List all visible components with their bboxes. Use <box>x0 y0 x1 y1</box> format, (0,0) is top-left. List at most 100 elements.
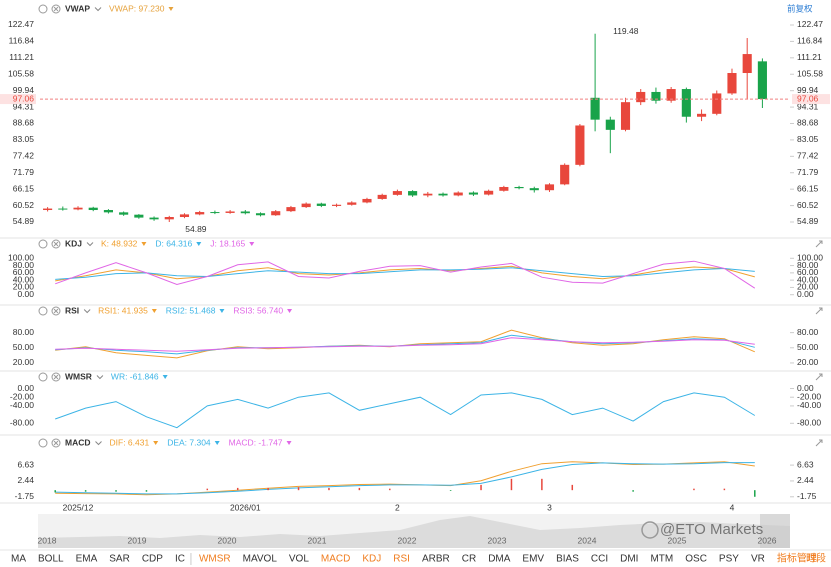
y-tick-label-right: 77.42 <box>797 151 819 161</box>
candle-body <box>423 193 433 196</box>
toolbar-item[interactable]: CR <box>462 554 476 565</box>
histogram-bar <box>632 490 634 492</box>
settings-icon[interactable] <box>38 372 48 382</box>
y-tick-label-right: 88.68 <box>797 118 819 128</box>
close-icon[interactable] <box>51 4 61 14</box>
y-tick-label-right: 54.89 <box>797 216 819 226</box>
toolbar-item[interactable]: SAR <box>109 554 130 565</box>
settings-icon[interactable] <box>38 438 48 448</box>
candle-body <box>605 119 615 130</box>
toolbar-item[interactable]: BIAS <box>556 554 579 565</box>
dropdown-arrow <box>83 309 91 314</box>
toolbar-item[interactable]: IC <box>175 554 185 565</box>
toolbar-item[interactable]: RSI <box>393 554 410 565</box>
y-tick-label-right: 0.00 <box>797 383 814 393</box>
navigator-year: 2022 <box>398 535 417 545</box>
close-icon[interactable] <box>51 306 61 316</box>
y-tick-label-right: 80.00 <box>797 327 819 337</box>
toolbar-item[interactable]: MA <box>11 554 26 565</box>
expand-icon[interactable] <box>815 240 823 248</box>
legend-item: J: 18.165 <box>210 238 245 248</box>
candle-body <box>408 191 418 196</box>
close-icon[interactable] <box>51 372 61 382</box>
expand-icon[interactable] <box>815 439 823 447</box>
indicator-line <box>55 462 755 495</box>
expand-icon[interactable] <box>815 373 823 381</box>
histogram-bar <box>723 488 726 491</box>
toolbar-item[interactable]: MACD <box>321 554 350 565</box>
navigator-window[interactable] <box>760 514 790 548</box>
candle-body <box>271 211 281 216</box>
settings-icon[interactable] <box>38 4 48 14</box>
candle-body <box>88 207 98 211</box>
y-tick-label-left: 94.31 <box>13 101 35 111</box>
close-icon[interactable] <box>51 239 61 249</box>
histogram-bar <box>389 488 391 491</box>
toolbar-item[interactable]: EMV <box>522 554 544 565</box>
y-tick-label-left: 105.58 <box>8 68 34 78</box>
expand-icon[interactable] <box>815 307 823 315</box>
legend-arrow <box>196 242 202 246</box>
histogram-bar <box>115 490 117 492</box>
y-tick-label-left: 40.00 <box>13 274 35 284</box>
pane-title[interactable]: MACD <box>65 437 91 447</box>
y-tick-label-left: 122.47 <box>8 19 34 29</box>
candle-body <box>134 214 144 218</box>
y-tick-label-left: -20.00 <box>10 391 34 401</box>
toolbar-item[interactable]: KDJ <box>362 554 381 565</box>
legend-arrow <box>151 309 157 313</box>
y-tick-label-left: 99.94 <box>13 85 35 95</box>
y-tick-label-left: 116.84 <box>9 36 35 46</box>
close-icon[interactable] <box>51 438 61 448</box>
candle-body <box>103 210 113 213</box>
toolbar-item[interactable]: EMA <box>76 554 98 565</box>
toolbar-item[interactable]: VR <box>751 554 765 565</box>
y-tick-label-right: -20.00 <box>797 391 821 401</box>
toolbar-item[interactable]: OSC <box>685 554 707 565</box>
toolbar-item[interactable]: 指标管理 <box>777 552 817 565</box>
y-tick-label-left: -40.00 <box>10 400 34 410</box>
toolbar-item[interactable]: BOLL <box>38 554 64 565</box>
legend-arrow <box>153 441 159 445</box>
toolbar-item[interactable]: DMA <box>488 554 511 565</box>
y-tick-label-left: 60.52 <box>13 200 35 210</box>
candle-body <box>636 91 646 103</box>
histogram-bar <box>693 488 695 491</box>
navigator-year: 2020 <box>218 535 237 545</box>
period-button[interactable]: 时段 <box>806 552 826 565</box>
pane-title[interactable]: VWAP <box>65 3 90 13</box>
legend-item: MACD: -1.747 <box>229 437 283 447</box>
y-tick-label-right: 2.44 <box>797 475 814 485</box>
y-tick-label-right: 66.15 <box>797 183 819 193</box>
toolbar-item[interactable]: WMSR <box>199 554 231 565</box>
y-tick-label-left: 80.00 <box>13 327 35 337</box>
pane-title[interactable]: KDJ <box>65 238 82 248</box>
x-tick-label: 2025/12 <box>63 502 94 512</box>
legend-item: K: 48.932 <box>101 238 138 248</box>
indicator-line <box>55 267 755 280</box>
toolbar-item[interactable]: DMI <box>620 554 638 565</box>
toolbar-item[interactable]: CDP <box>142 554 163 565</box>
pane-title[interactable]: WMSR <box>65 371 92 381</box>
watermark: @ETO Markets <box>660 521 763 538</box>
toolbar-item[interactable]: CCI <box>591 554 608 565</box>
histogram-bar <box>84 490 87 492</box>
candle-body <box>164 217 174 220</box>
toolbar-item[interactable]: MTM <box>650 554 673 565</box>
toolbar-item[interactable]: MAVOL <box>243 554 278 565</box>
close-icon-x <box>53 6 59 12</box>
toolbar-item[interactable]: PSY <box>719 554 739 565</box>
y-tick-label-left: 100.00 <box>8 253 34 263</box>
y-tick-label-left: 80.00 <box>13 260 35 270</box>
adjust-toggle[interactable]: 前复权 <box>787 3 813 13</box>
legend-item: RSI3: 56.740 <box>233 305 283 315</box>
settings-icon[interactable] <box>38 306 48 316</box>
legend-arrow <box>168 7 174 11</box>
y-tick-label-left: 83.05 <box>13 134 35 144</box>
navigator-year: 2024 <box>578 535 597 545</box>
candle-body <box>514 186 524 189</box>
pane-title[interactable]: RSI <box>65 305 79 315</box>
toolbar-item[interactable]: VOL <box>289 554 309 565</box>
settings-icon[interactable] <box>38 239 48 249</box>
toolbar-item[interactable]: ARBR <box>422 554 450 565</box>
